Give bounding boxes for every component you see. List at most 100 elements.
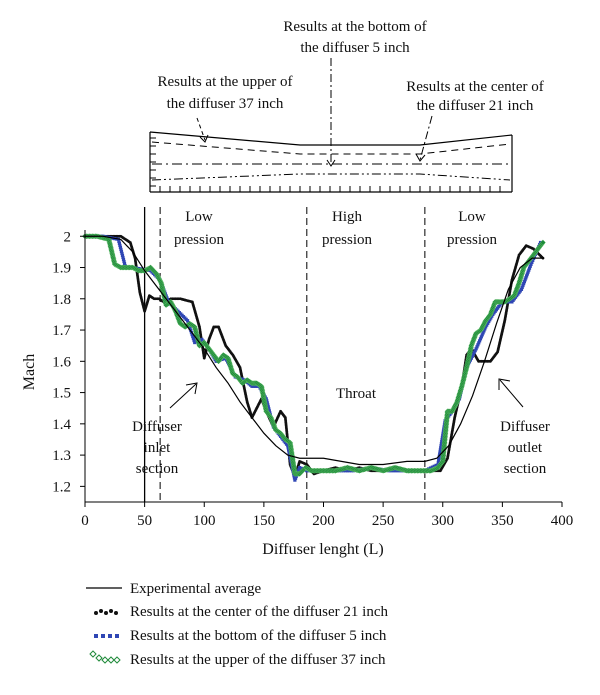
bottom-point xyxy=(522,280,526,284)
y-tick-label: 1.8 xyxy=(52,292,71,308)
bottom-point xyxy=(166,298,170,302)
bottom-point xyxy=(188,327,192,331)
series-experimental-average xyxy=(85,235,545,466)
annotation-inlet-line3: section xyxy=(136,461,179,477)
bottom-point xyxy=(299,466,304,470)
bottom-point xyxy=(434,463,438,467)
bottom-point xyxy=(440,437,444,442)
bottom-point xyxy=(117,239,121,243)
bottom-point xyxy=(121,255,125,260)
bottom-point xyxy=(393,469,397,473)
bottom-point xyxy=(525,272,529,276)
x-tick-label: 250 xyxy=(372,513,395,529)
bottom-point xyxy=(118,245,123,250)
chart: 0 50 100 150 200 250 300 350 400 1.2 1.3 1.4 1.5 1.6… xyxy=(21,207,573,558)
legend-center-dot xyxy=(114,611,118,615)
legend: Experimental average Results at the cent… xyxy=(86,581,388,668)
schematic-wall-ticks xyxy=(150,137,501,192)
bottom-point xyxy=(297,467,301,471)
bottom-point xyxy=(524,274,529,278)
bottom-point xyxy=(476,343,480,347)
bottom-point xyxy=(432,464,436,468)
bottom-point xyxy=(439,444,443,448)
annotation-inlet-arrowhead xyxy=(185,382,198,395)
reference-lines xyxy=(143,207,426,502)
bottom-point xyxy=(475,345,479,349)
bottom-point xyxy=(479,335,483,339)
bottom-point xyxy=(477,341,481,345)
bottom-point xyxy=(440,439,444,444)
legend-upper-diamond xyxy=(101,656,109,664)
schematic-upper-line xyxy=(151,141,511,155)
y-tick-label: 1.7 xyxy=(52,323,71,339)
bottom-point xyxy=(440,435,445,439)
bottom-point xyxy=(522,282,526,286)
bottom-point xyxy=(437,456,441,460)
annotation-outlet-line3: section xyxy=(504,461,547,477)
annotation-high-pression-line1: High xyxy=(332,209,363,225)
legend-bottom-square xyxy=(115,634,119,638)
bottom-point xyxy=(437,458,441,462)
legend-bottom-square xyxy=(108,634,112,638)
x-axis-label: Diffuser lenght (L) xyxy=(262,541,383,558)
bottom-point xyxy=(298,466,302,470)
bottom-point xyxy=(241,377,245,382)
bottom-point xyxy=(119,249,124,254)
y-tick-label: 1.5 xyxy=(52,386,71,402)
legend-upper-diamond xyxy=(95,654,103,662)
bottom-point xyxy=(480,333,484,337)
schematic-label-center-1: Results at the center of xyxy=(406,79,543,95)
series-layer xyxy=(82,233,546,482)
annotation-inlet-line2: inlet xyxy=(144,440,171,456)
bottom-point xyxy=(489,316,493,320)
bottom-point xyxy=(117,241,122,245)
bottom-point xyxy=(473,349,477,353)
bottom-point xyxy=(266,403,270,407)
bottom-point xyxy=(286,446,290,450)
bottom-point xyxy=(439,446,443,450)
bottom-point xyxy=(264,397,268,401)
bottom-point xyxy=(391,469,395,473)
schematic-upper-pointer xyxy=(196,117,206,141)
schematic-lower-line xyxy=(151,173,511,181)
bottom-point xyxy=(192,338,196,343)
legend-marker-center xyxy=(94,609,118,615)
bottom-point xyxy=(439,442,443,446)
bottom-point xyxy=(488,318,492,322)
bottom-point xyxy=(191,336,196,341)
bottom-point xyxy=(343,469,347,473)
bottom-point xyxy=(531,258,535,263)
bottom-point xyxy=(524,276,528,280)
schematic-bottom-arrowhead xyxy=(326,159,336,167)
bottom-point xyxy=(529,262,533,266)
bottom-point xyxy=(508,300,512,304)
legend-bottom-square xyxy=(94,634,98,638)
x-tick-label: 0 xyxy=(81,513,89,529)
legend-label-upper: Results at the upper of the diffuser 37 … xyxy=(130,652,386,668)
bottom-point xyxy=(526,270,530,274)
annotation-low-pression-1-line1: Low xyxy=(185,209,213,225)
bottom-point xyxy=(470,354,474,358)
bottom-point xyxy=(521,283,525,288)
legend-center-dot xyxy=(109,609,113,613)
schematic-center-pointer xyxy=(419,115,433,161)
upper-point xyxy=(539,239,546,246)
bottom-point xyxy=(286,444,290,448)
bottom-point xyxy=(193,340,197,345)
annotation-throat: Throat xyxy=(336,386,377,402)
bottom-point xyxy=(483,327,487,331)
bottom-point xyxy=(119,247,123,252)
legend-upper-diamond xyxy=(113,656,121,664)
y-tick-label: 1.9 xyxy=(52,261,71,277)
bottom-point xyxy=(185,319,190,323)
legend-label-experimental: Experimental average xyxy=(130,581,262,597)
bottom-point xyxy=(122,261,127,266)
bottom-point xyxy=(482,329,486,333)
bottom-point xyxy=(471,352,475,357)
bottom-point xyxy=(527,268,531,272)
legend-label-center: Results at the center of the diffuser 21… xyxy=(130,604,388,620)
schematic-upper-arrowhead xyxy=(199,134,209,143)
bottom-point xyxy=(122,259,126,264)
diffuser-schematic: Results at the bottom of the diffuser 5 … xyxy=(149,19,544,193)
bottom-point xyxy=(528,264,532,268)
